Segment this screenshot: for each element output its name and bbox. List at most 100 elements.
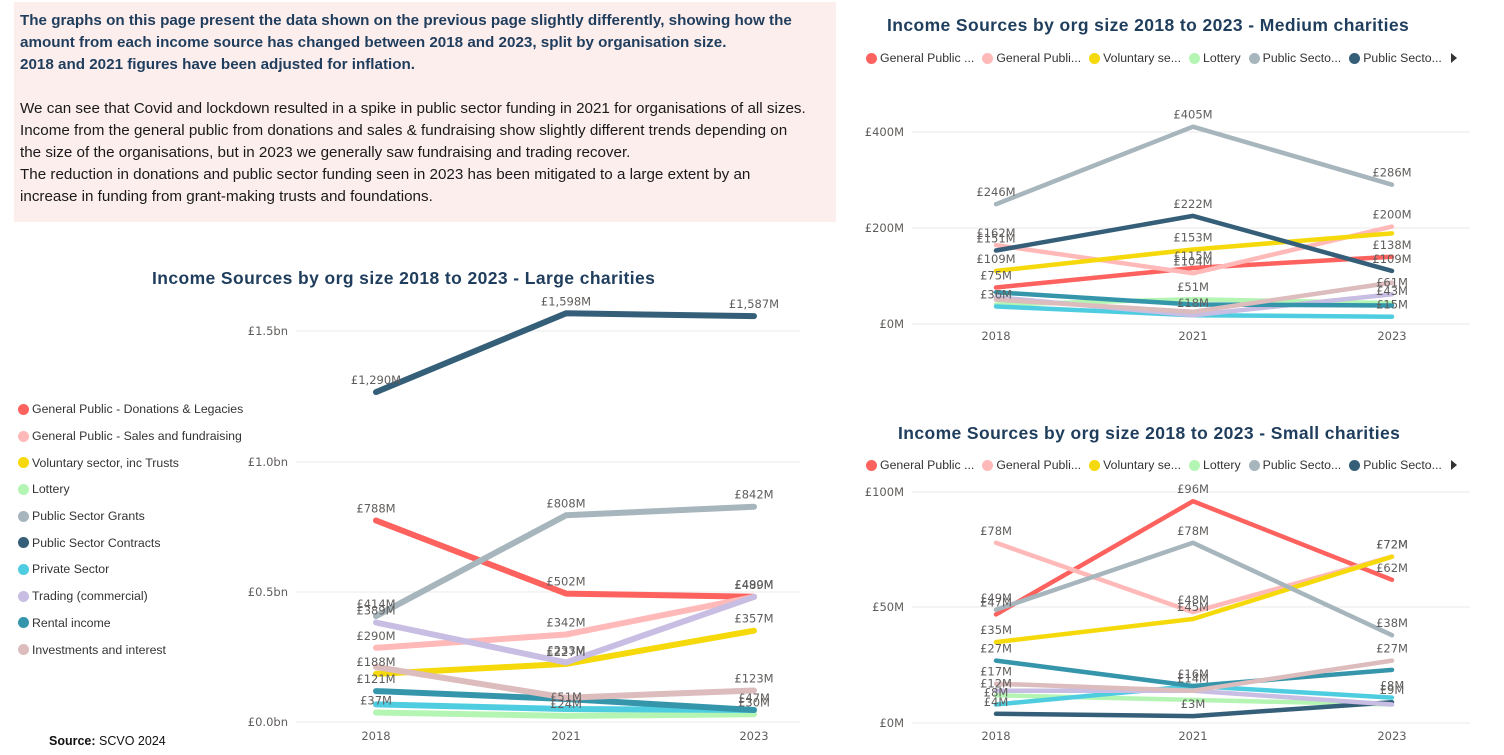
legend-item[interactable]: General Publi... (982, 458, 1081, 472)
legend-label: Lottery (1203, 458, 1241, 472)
legend-label: Public Secto... (1262, 51, 1342, 65)
x-tick-label: 2018 (981, 329, 1010, 343)
legend-label: Voluntary se... (1103, 458, 1182, 472)
legend-item[interactable]: Voluntary sector, inc Trusts (18, 449, 243, 476)
legend-next-arrow-icon[interactable] (1451, 53, 1457, 63)
data-label: £151M (976, 232, 1015, 246)
legend-item[interactable]: Lottery (1189, 458, 1241, 472)
intro-body-line: We can see that Covid and lockdown resul… (20, 100, 806, 117)
y-tick-label: £0.5bn (248, 585, 288, 599)
legend-item[interactable]: Private Sector (18, 556, 243, 583)
legend-label: Private Sector (32, 562, 110, 577)
data-label: £842M (734, 488, 773, 502)
legend-label: General Public ... (880, 458, 975, 472)
legend-dot-icon (18, 457, 29, 469)
source-note: Source: SCVO 2024 (49, 734, 166, 748)
legend-item[interactable]: Lottery (1189, 51, 1241, 65)
series-line (993, 540, 1395, 638)
series-line (993, 254, 1395, 290)
intro-body-line: the size of the organisations, but in 20… (20, 144, 631, 161)
y-tick-label: £100M (865, 485, 904, 499)
data-label: £123M (734, 672, 773, 686)
series-line (373, 310, 757, 396)
x-tick-label: 2023 (739, 729, 768, 743)
legend-dot-icon (1189, 52, 1201, 64)
legend-dot-icon (18, 617, 29, 629)
data-label: £8M (1380, 679, 1405, 693)
series-line (993, 280, 1395, 315)
legend-item[interactable]: General Publi... (982, 51, 1081, 65)
legend-item[interactable]: Lottery (18, 476, 243, 503)
legend-item[interactable]: Trading (commercial) (18, 583, 243, 610)
legend-item[interactable]: Public Secto... (1349, 51, 1442, 65)
data-label: £502M (546, 575, 585, 589)
legend-item[interactable]: General Public - Sales and fundraising (18, 423, 243, 450)
legend-item[interactable]: General Public ... (866, 51, 974, 65)
chart-title-small: Income Sources by org size 2018 to 2023 … (898, 423, 1401, 443)
legend-next-arrow-icon[interactable] (1451, 460, 1457, 470)
legend-label: General Public - Sales and fundraising (32, 429, 242, 444)
data-label: £8M (984, 686, 1009, 700)
chart-title-large: Income Sources by org size 2018 to 2023 … (152, 268, 656, 288)
legend-label: Investments and interest (32, 642, 166, 657)
series-line (993, 658, 1395, 689)
data-label: £1,290M (351, 373, 401, 387)
legend-dot-icon (18, 483, 29, 495)
intro-bold-line: 2018 and 2021 figures have been adjusted… (20, 56, 415, 73)
legend-item[interactable]: Public Secto... (1248, 51, 1342, 65)
legend-item[interactable]: Rental income (18, 610, 243, 637)
series-line (373, 593, 757, 666)
data-label: £286M (1372, 166, 1411, 180)
data-label: £188M (356, 655, 395, 669)
series-line (373, 593, 757, 651)
chart-title-medium: Income Sources by org size 2018 to 2023 … (887, 15, 1410, 35)
data-label: £808M (546, 496, 585, 510)
y-tick-label: £0M (879, 317, 904, 331)
data-label: £405M (1173, 108, 1212, 122)
intro-body-line: The reduction in donations and public se… (20, 166, 751, 183)
legend-item[interactable]: Public Secto... (1248, 458, 1342, 472)
y-tick-label: £0M (879, 716, 904, 730)
legend-item[interactable]: Public Secto... (1349, 458, 1442, 472)
series-line (373, 664, 757, 701)
data-label: £35M (980, 623, 1012, 637)
series-line (993, 498, 1395, 617)
series-line (993, 554, 1395, 645)
legend-dot-icon (18, 563, 29, 575)
data-label: £222M (1173, 197, 1212, 211)
y-tick-label: £50M (872, 600, 904, 614)
legend-label: Lottery (32, 482, 70, 497)
y-tick-label: £400M (865, 125, 904, 139)
legend-item[interactable]: Public Sector Grants (18, 503, 243, 530)
data-label: £489M (734, 578, 773, 592)
legend-item[interactable]: Voluntary se... (1089, 458, 1181, 472)
legend-label: Public Sector Contracts (32, 535, 161, 550)
legend-item[interactable]: Investments and interest (18, 636, 243, 663)
legend-label: Public Sector Grants (32, 509, 145, 524)
data-label: £51M (1177, 280, 1209, 294)
legend-item[interactable]: Voluntary se... (1089, 51, 1181, 65)
data-label: £1,587M (729, 297, 779, 311)
legend-dot-icon (1089, 52, 1101, 64)
legend-label: Public Secto... (1262, 458, 1342, 472)
source-label: Source: (49, 734, 96, 748)
intro-body-line: increase in funding from grant-making tr… (20, 188, 433, 205)
series-line (993, 699, 1395, 719)
legend-item[interactable]: General Public - Donations & Legacies (18, 396, 243, 423)
intro-body-line: Income from the general public from dona… (20, 122, 788, 139)
data-label: £47M (738, 691, 770, 705)
x-tick-label: 2018 (981, 729, 1010, 743)
x-tick-label: 2023 (1377, 729, 1406, 743)
data-label: £342M (546, 616, 585, 630)
legend-dot-icon (866, 459, 877, 471)
data-label: £75M (980, 269, 1012, 283)
legend-item[interactable]: Public Sector Contracts (18, 529, 243, 556)
legend-item[interactable]: General Public ... (866, 458, 974, 472)
legend-large: General Public - Donations & Legacies Gen… (18, 396, 243, 663)
x-tick-label: 2018 (361, 729, 390, 743)
data-label: £27M (980, 642, 1012, 656)
data-label: £12M (980, 676, 1012, 690)
data-label: £78M (980, 524, 1012, 538)
source-value: SCVO 2024 (99, 734, 166, 748)
legend-label: Rental income (32, 615, 111, 630)
